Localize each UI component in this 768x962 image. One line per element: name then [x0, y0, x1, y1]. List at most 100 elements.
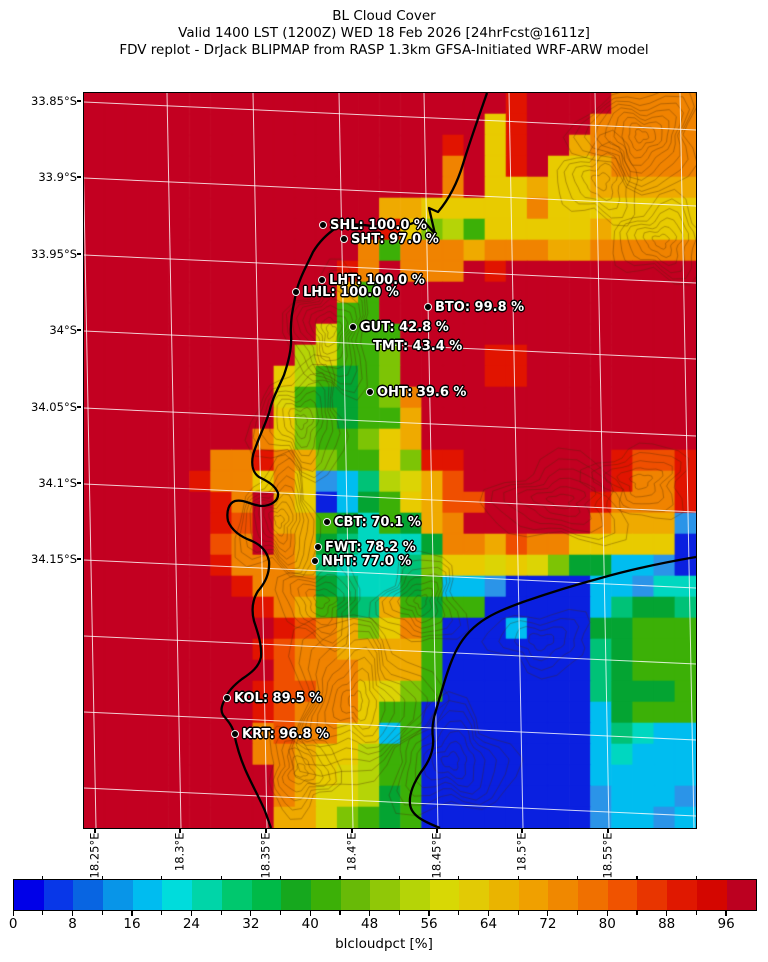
colorbar-minor-tick — [398, 875, 400, 879]
colorbar-segment — [340, 880, 371, 910]
colorbar-segment — [548, 880, 579, 910]
coastline-path — [408, 555, 696, 828]
y-tick-label: 33.85°S — [31, 94, 77, 108]
colorbar-tick-label: 96 — [717, 916, 735, 932]
colorbar-minor-tick — [576, 875, 579, 879]
graticule-meridian — [423, 93, 439, 828]
colorbar-segment — [310, 880, 341, 910]
y-tick-label: 33.95°S — [31, 247, 77, 261]
x-tick-label: 18.25°E — [87, 832, 102, 879]
x-tick-label: 18.3°E — [172, 832, 187, 872]
colorbar-segment — [429, 880, 460, 910]
graticule-meridian — [679, 93, 695, 828]
x-tick-label: 18.45°E — [429, 832, 444, 879]
colorbar-minor-tick — [101, 875, 103, 879]
colorbar-segment — [459, 880, 489, 910]
colorbar-tick-label: 16 — [123, 916, 141, 932]
colorbar-tick-label: 32 — [242, 916, 260, 932]
x-tick-mark — [607, 829, 609, 833]
colorbar-segment — [103, 880, 133, 910]
colorbar-tick-mark — [636, 911, 638, 915]
colorbar-segment — [607, 880, 638, 910]
colorbar-segment — [14, 880, 44, 910]
colorbar-segment — [578, 880, 608, 910]
colorbar-tick-mark — [42, 911, 44, 915]
colorbar-tick-label: 40 — [301, 916, 319, 932]
colorbar-tick-mark — [606, 911, 608, 916]
colorbar-minor-tick — [458, 875, 460, 879]
colorbar — [13, 879, 757, 911]
chart-title: BL Cloud Cover — [332, 8, 436, 24]
colorbar-tick-mark — [428, 911, 430, 916]
cloud-cover-heatmap — [84, 93, 696, 828]
colorbar-segment — [221, 880, 252, 910]
colorbar-tick-mark — [695, 911, 697, 915]
colorbar-tick-mark — [369, 911, 371, 916]
colorbar-minor-tick — [220, 875, 222, 879]
chart-subtitle-valid-time: Valid 1400 LST (1200Z) WED 18 Feb 2026 [… — [178, 25, 590, 41]
colorbar-segment — [43, 880, 74, 910]
colorbar-label: blcloudpct [%] — [335, 936, 433, 952]
colorbar-segment — [667, 880, 697, 910]
graticule-parallel — [84, 177, 696, 207]
y-tick-mark — [77, 253, 82, 255]
y-tick-mark — [77, 176, 82, 178]
colorbar-tick-label: 88 — [658, 916, 676, 932]
y-tick-mark — [77, 558, 82, 560]
colorbar-tick-mark — [398, 911, 400, 915]
colorbar-minor-tick — [636, 875, 638, 879]
graticule-parallel — [84, 254, 696, 284]
x-tick-mark — [436, 829, 438, 833]
y-tick-mark — [77, 406, 82, 408]
graticule-parallel — [84, 787, 696, 817]
colorbar-segment — [399, 880, 430, 910]
colorbar-segment — [251, 880, 282, 910]
colorbar-tick-mark — [101, 911, 103, 915]
map-overlay — [84, 93, 696, 828]
colorbar-tick-label: 48 — [361, 916, 379, 932]
y-tick-mark — [77, 100, 82, 102]
colorbar-segment — [696, 880, 727, 910]
colorbar-tick-mark — [725, 911, 727, 916]
map-plot-area: SHL: 100.0 % SHT: 97.0 % LHT: 100.0 % LHL: … — [83, 92, 697, 829]
graticule-parallel — [84, 407, 696, 437]
colorbar-tick-mark — [666, 911, 668, 916]
graticule-parallel — [84, 711, 696, 741]
y-tick-mark — [77, 482, 82, 484]
x-tick-mark — [94, 829, 96, 833]
colorbar-minor-tick — [339, 875, 341, 879]
colorbar-tick-label: 72 — [539, 916, 557, 932]
graticule-parallel — [84, 101, 696, 131]
colorbar-tick-mark — [190, 911, 192, 916]
colorbar-minor-tick — [695, 875, 697, 879]
x-tick-mark — [179, 829, 181, 833]
colorbar-tick-mark — [72, 911, 74, 916]
colorbar-segment — [73, 880, 104, 910]
colorbar-tick-mark — [487, 911, 490, 916]
x-tick-label: 18.5°E — [514, 832, 529, 872]
colorbar-tick-label: 56 — [420, 916, 438, 932]
y-tick-label: 34°S — [49, 323, 77, 337]
colorbar-tick-mark — [12, 911, 14, 916]
graticule-meridian — [508, 93, 524, 828]
y-tick-label: 34.1°S — [38, 476, 77, 490]
colorbar-tick-label: 24 — [182, 916, 201, 932]
colorbar-segment — [281, 880, 311, 910]
coastline-path — [220, 93, 489, 828]
graticule-meridian — [594, 93, 610, 828]
colorbar-segment — [132, 880, 163, 910]
colorbar-minor-tick — [42, 875, 44, 879]
x-tick-label: 18.35°E — [258, 832, 273, 879]
colorbar-minor-tick — [279, 875, 282, 879]
colorbar-minor-tick — [517, 875, 519, 879]
x-tick-mark — [521, 829, 523, 833]
colorbar-tick-mark — [339, 911, 341, 915]
graticule-parallel — [84, 483, 696, 513]
colorbar-segment — [192, 880, 222, 910]
graticule-meridian — [166, 93, 182, 828]
colorbar-segment — [370, 880, 400, 910]
graticule-meridian — [252, 93, 268, 828]
graticule-meridian — [338, 93, 354, 828]
colorbar-tick-mark — [250, 911, 252, 916]
